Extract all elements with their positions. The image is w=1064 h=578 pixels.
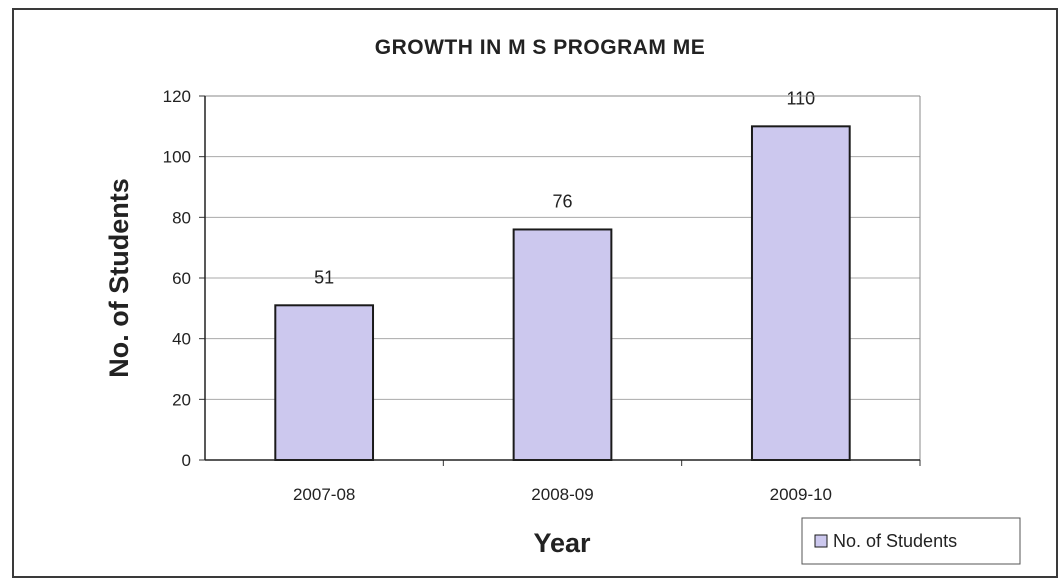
chart-title: GROWTH IN M S PROGRAM ME — [375, 36, 706, 59]
legend-label: No. of Students — [833, 531, 957, 551]
y-tick-labels: 0 20 40 60 80 100 120 — [163, 87, 191, 470]
y-tick-label: 20 — [172, 390, 191, 409]
bar-2009-10 — [750, 125, 851, 461]
y-tick-label: 100 — [163, 148, 191, 167]
y-tick-label: 80 — [172, 208, 191, 227]
bar-chart: GROWTH IN M S PROGRAM ME 0 20 40 60 80 100 120… — [104, 36, 1021, 565]
y-tick-label: 60 — [172, 269, 191, 288]
legend-swatch — [814, 534, 828, 548]
x-tick-labels: 2007-08 2008-09 2009-10 — [293, 485, 832, 504]
bar-2008-09 — [512, 228, 613, 461]
data-label: 110 — [786, 88, 815, 108]
data-labels: 51 76 110 — [314, 88, 815, 287]
legend-box — [801, 517, 1021, 565]
legend: No. of Students — [801, 517, 1021, 565]
y-tick-label: 120 — [163, 87, 191, 106]
y-tick-label: 40 — [172, 330, 191, 349]
x-tick-label: 2009-10 — [770, 485, 832, 504]
bars — [274, 125, 851, 461]
data-label: 51 — [314, 267, 334, 287]
x-tick-label: 2008-09 — [531, 485, 593, 504]
bar-2007-08 — [274, 304, 375, 461]
axes — [199, 95, 921, 466]
x-tick-label: 2007-08 — [293, 485, 355, 504]
x-axis-title: Year — [533, 528, 591, 558]
data-label: 76 — [552, 191, 572, 211]
y-axis-title: No. of Students — [104, 178, 134, 377]
y-tick-label: 0 — [182, 451, 191, 470]
